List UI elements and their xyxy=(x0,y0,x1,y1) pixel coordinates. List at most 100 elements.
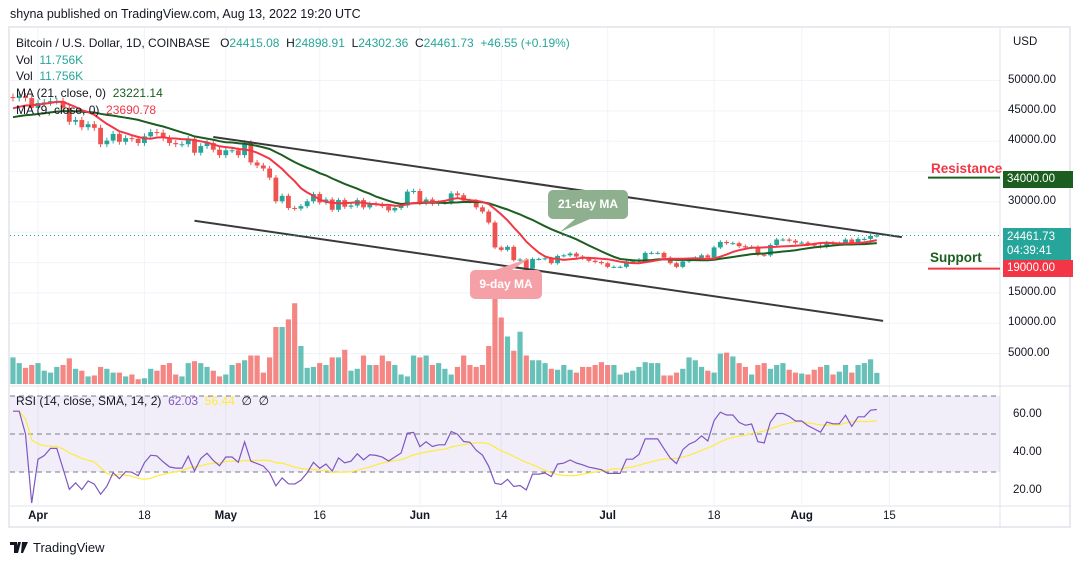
candle-body xyxy=(98,127,103,145)
candle-body xyxy=(705,255,711,258)
candle-body xyxy=(142,136,147,144)
publish-line: shyna published on TradingView.com, Aug … xyxy=(10,7,361,21)
volume-bar xyxy=(417,357,423,384)
volume-bar xyxy=(54,366,60,384)
time-tick-label: 18 xyxy=(707,510,721,522)
volume-bar xyxy=(736,363,742,384)
volume-bar xyxy=(285,319,291,384)
volume-bar xyxy=(354,368,360,384)
volume-bar xyxy=(586,366,592,384)
candle-body xyxy=(480,207,485,212)
volume-bar xyxy=(160,365,166,384)
volume-bar xyxy=(123,376,129,384)
candle-body xyxy=(680,261,686,267)
volume-bar xyxy=(655,363,661,384)
rsi-extra-value: ∅ xyxy=(241,394,252,408)
candle-body xyxy=(498,247,504,250)
time-tick-label: 14 xyxy=(494,510,508,522)
volume-bar xyxy=(254,355,260,384)
bar-countdown: 04:39:41 xyxy=(1007,245,1052,257)
price-tick-label: 15000.00 xyxy=(1008,285,1056,298)
ma9-legend: MA (9, close, 0) 23690.78 xyxy=(16,103,156,117)
time-tick-label: Apr xyxy=(28,510,48,522)
candle-body xyxy=(805,242,811,245)
volume-bar xyxy=(648,363,655,384)
volume-bar xyxy=(511,350,517,384)
candle-body xyxy=(110,133,116,141)
ohlc-legend: Bitcoin / U.S. Dollar, 1D, COINBASE O244… xyxy=(16,36,570,50)
candle-body xyxy=(717,241,723,248)
symbol-title[interactable]: Bitcoin / U.S. Dollar, 1D, COINBASE xyxy=(16,36,211,50)
volume-bar xyxy=(79,370,85,384)
candle-body xyxy=(473,201,479,208)
candle-body xyxy=(135,138,141,144)
candle-body xyxy=(486,211,492,223)
price-tick-label: 40000.00 xyxy=(1008,134,1056,147)
support-label: Support xyxy=(930,250,982,265)
vol-value: 11.756K xyxy=(39,69,84,83)
volume-bar xyxy=(198,363,204,384)
candle-body xyxy=(298,206,304,209)
volume-bar xyxy=(292,303,298,384)
volume-bar xyxy=(867,359,874,384)
volume-bar xyxy=(185,363,191,384)
volume-bar xyxy=(680,368,686,384)
volume-bar xyxy=(204,366,210,384)
candle-body xyxy=(204,143,210,147)
candle-body xyxy=(699,255,704,258)
candle-body xyxy=(768,244,773,256)
last-price-tag: 24461.73 04:39:41 xyxy=(1003,228,1071,260)
open-value: 24415.08 xyxy=(229,36,280,50)
volume-bar xyxy=(692,360,698,384)
volume-bar xyxy=(580,366,586,384)
candle-body xyxy=(843,239,848,244)
tradingview-logo[interactable]: TradingView xyxy=(10,540,105,555)
volume-bar xyxy=(148,368,154,384)
volume-bar xyxy=(517,331,523,384)
volume-bar xyxy=(755,365,761,384)
volume-bar xyxy=(598,362,604,384)
volume-bar xyxy=(98,366,104,384)
candle-body xyxy=(417,190,423,204)
volume-bar xyxy=(836,371,842,384)
candle-body xyxy=(642,252,648,260)
time-tick-label: 16 xyxy=(313,510,327,522)
time-tick-label: Jun xyxy=(409,510,431,522)
ma21-label: MA (21, close, 0) xyxy=(16,86,107,100)
currency-label[interactable]: USD xyxy=(1013,36,1038,48)
candle-body xyxy=(311,194,316,202)
candle-body xyxy=(167,138,172,144)
volume-bar xyxy=(229,365,235,384)
volume-bar xyxy=(35,363,41,384)
volume-bar xyxy=(248,355,254,384)
candle-body xyxy=(29,98,35,108)
candle-body xyxy=(217,149,222,156)
volume-bar xyxy=(317,363,323,384)
price-tick-label: 30000.00 xyxy=(1008,194,1056,207)
volume-bar xyxy=(861,363,867,384)
volume-bar xyxy=(592,365,598,384)
volume-bar xyxy=(72,368,79,384)
rsi-sma-line xyxy=(13,410,877,480)
volume-bar xyxy=(104,368,110,384)
candle-body xyxy=(73,119,78,122)
candle-body xyxy=(724,241,729,244)
chart-frame xyxy=(8,26,1071,528)
candle-body xyxy=(455,193,460,196)
candle-body xyxy=(630,261,636,263)
volume-bar xyxy=(780,363,786,384)
change-value: +46.55 (+0.19%) xyxy=(480,36,570,50)
volume-bar xyxy=(47,372,54,384)
candle-body xyxy=(317,194,323,203)
candle-body xyxy=(48,101,53,103)
ma9-value: 23690.78 xyxy=(106,103,157,117)
volume-bar xyxy=(191,361,198,384)
candle-body xyxy=(248,143,254,163)
volume-legend-2: Vol 11.756K xyxy=(16,69,83,83)
volume-bar xyxy=(855,365,861,384)
trendline xyxy=(213,135,903,239)
low-label: L xyxy=(351,36,359,50)
candle-body xyxy=(461,195,467,201)
candle-body xyxy=(674,263,679,267)
